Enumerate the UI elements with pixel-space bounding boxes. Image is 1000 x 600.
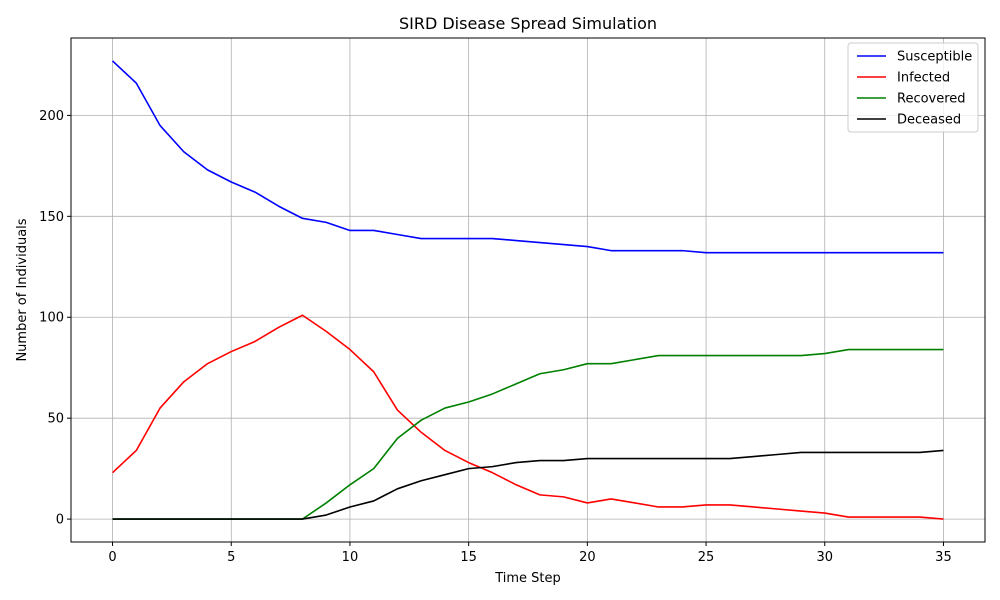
x-tick-label: 0 bbox=[108, 550, 116, 565]
series-line-susceptible bbox=[112, 60, 944, 254]
x-tick-label: 25 bbox=[698, 550, 715, 565]
x-tick-label: 20 bbox=[579, 550, 596, 565]
y-axis-label: Number of Individuals bbox=[15, 218, 30, 361]
y-tick-label: 0 bbox=[56, 513, 64, 528]
series-lines bbox=[112, 60, 944, 520]
axis-ticks: 0 5 10 15 20 25 30 35 0 50 100 150 200 bbox=[39, 109, 952, 565]
legend-box bbox=[847, 42, 979, 133]
y-tick-label: 100 bbox=[39, 311, 64, 326]
legend-label-infected: Infected bbox=[897, 71, 950, 86]
legend-label-recovered: Recovered bbox=[897, 92, 966, 107]
series-line-deceased bbox=[112, 449, 944, 520]
legend-label-deceased: Deceased bbox=[897, 113, 961, 128]
x-tick-label: 5 bbox=[227, 550, 235, 565]
x-tick-label: 10 bbox=[342, 550, 359, 565]
y-tick-label: 150 bbox=[39, 210, 64, 225]
y-tick-label: 50 bbox=[47, 412, 64, 427]
x-tick-label: 15 bbox=[460, 550, 477, 565]
plot-frame bbox=[70, 37, 986, 543]
x-tick-label: 35 bbox=[935, 550, 952, 565]
legend-label-susceptible: Susceptible bbox=[897, 50, 972, 65]
y-tick-label: 200 bbox=[39, 109, 64, 124]
legend: Susceptible Infected Recovered Deceased bbox=[847, 42, 979, 133]
chart-title: SIRD Disease Spread Simulation bbox=[399, 14, 657, 33]
series-line-infected bbox=[112, 314, 944, 520]
x-tick-label: 30 bbox=[816, 550, 833, 565]
x-axis-label: Time Step bbox=[494, 571, 561, 586]
